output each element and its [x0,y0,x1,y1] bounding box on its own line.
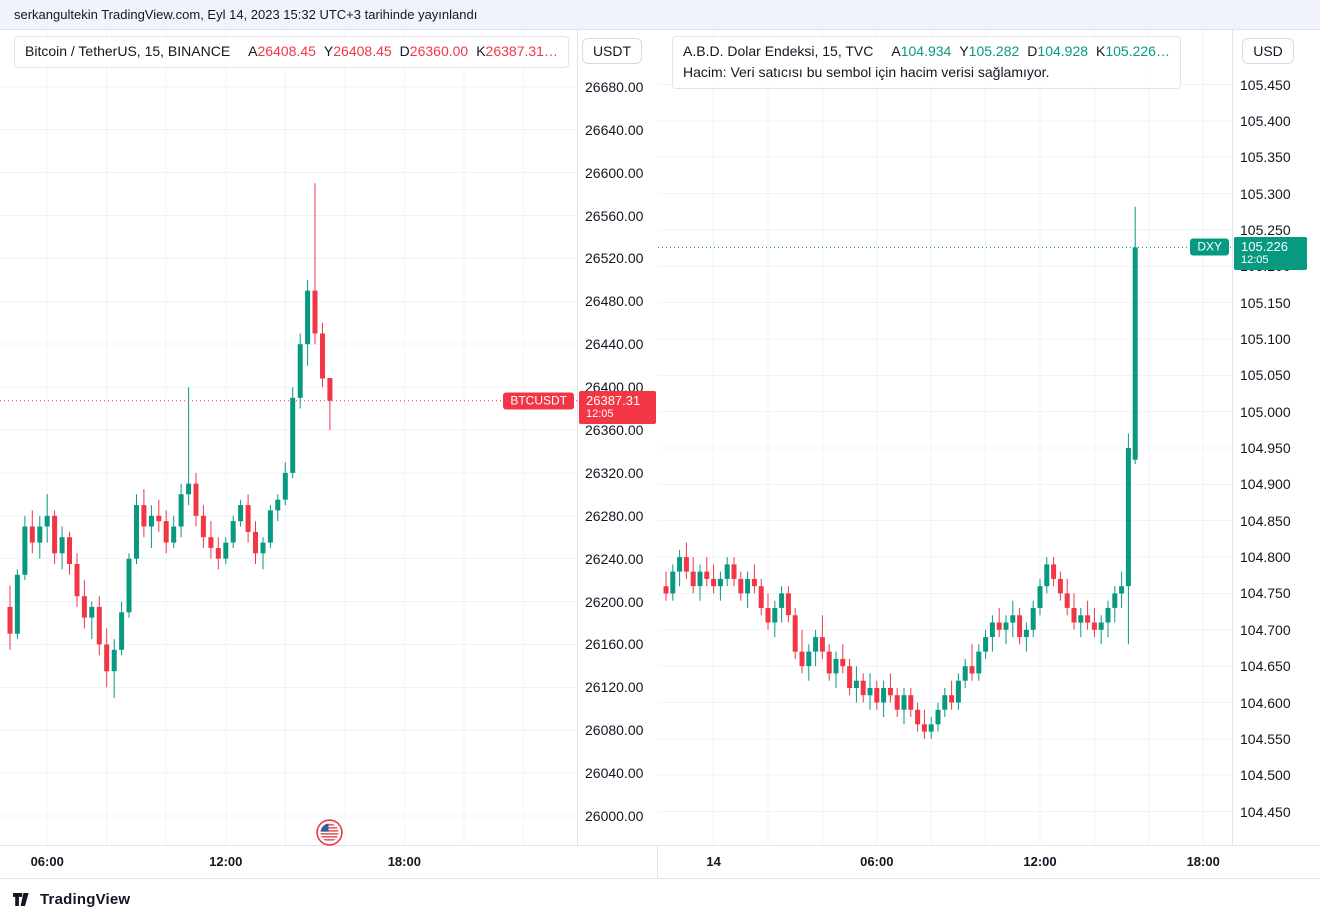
dxy-legend: A.B.D. Dolar Endeksi, 15, TVC A104.934 Y10… [672,36,1181,89]
dxy-plot-area[interactable]: A.B.D. Dolar Endeksi, 15, TVC A104.934 Y10… [658,30,1232,845]
y-axis-label: 105.300 [1240,185,1291,202]
low-value: 104.928 [1037,43,1089,59]
y-axis-label: 26520.00 [585,250,644,267]
y-axis-label: 26600.00 [585,164,644,181]
dxy-legend-row-main: A.B.D. Dolar Endeksi, 15, TVC A104.934 Y10… [683,42,1170,61]
open-value: 104.934 [900,43,952,59]
attribution-text: serkangultekin TradingView.com, Eyl 14, … [14,7,478,22]
y-axis-label: 105.450 [1240,76,1291,93]
y-axis-label: 105.350 [1240,149,1291,166]
y-axis-label: 26120.00 [585,679,644,696]
btcusdt-last-price-badge: 26387.31 12:05 [579,390,656,424]
dxy-last-price-badge: 105.226 12:05 [1234,237,1307,271]
close-value: 105.226… [1105,43,1170,59]
footer-bar: TradingView [0,878,1320,920]
dxy-chart-panel: A.B.D. Dolar Endeksi, 15, TVC A104.934 Y10… [658,30,1320,879]
tradingview-logo-icon [13,893,29,906]
y-axis-label: 26080.00 [585,722,644,739]
dxy-price-scale[interactable]: USD 105.226 12:05 105.450 105.400 105.350 1… [1232,30,1320,845]
low-label: D [399,43,410,59]
y-axis-label: 26360.00 [585,421,644,438]
last-price-time: 12:05 [586,407,614,420]
tradingview-logo-text: TradingView [40,891,131,908]
y-axis-label: 104.750 [1240,585,1291,602]
dxy-candlestick-canvas [658,30,1232,845]
y-axis-label: 104.550 [1240,730,1291,747]
btcusdt-price-scale[interactable]: USDT 26387.31 12:05 26680.00 26640.00 2660… [577,30,658,845]
btcusdt-legend: Bitcoin / TetherUS, 15, BINANCE A26408.45… [14,36,569,68]
y-axis-label: 26440.00 [585,336,644,353]
charts-area: Bitcoin / TetherUS, 15, BINANCE A26408.45… [0,30,1320,879]
btcusdt-time-axis[interactable]: 06:00 12:00 18:00 [0,845,657,879]
y-axis-label: 105.150 [1240,294,1291,311]
y-axis-label: 26160.00 [585,636,644,653]
btcusdt-plot-area[interactable]: Bitcoin / TetherUS, 15, BINANCE A26408.45… [0,30,577,846]
y-axis-label: 104.700 [1240,621,1291,638]
dxy-currency-button[interactable]: USD [1242,38,1294,64]
x-axis-label: 12:00 [209,854,243,869]
close-value: 26387.31… [485,43,558,59]
y-axis-label: 104.450 [1240,803,1291,820]
x-axis-label: 14 [706,854,721,869]
last-price-time: 12:05 [1241,254,1269,267]
y-axis-label: 26480.00 [585,293,644,310]
last-price: 26387.31 [586,392,641,408]
open-label: A [248,43,258,59]
y-axis-label: 105.050 [1240,367,1291,384]
last-price: 105.226 [1241,239,1288,255]
y-axis-label: 26640.00 [585,121,644,138]
high-label: Y [323,43,334,59]
x-axis-label: 18:00 [387,854,421,869]
x-axis-label: 12:00 [1023,854,1057,869]
y-axis-label: 26240.00 [585,550,644,567]
dxy-time-axis[interactable]: 14 06:00 12:00 18:00 [658,845,1320,879]
btcusdt-symbol-title[interactable]: Bitcoin / TetherUS, 15, BINANCE [25,43,231,59]
close-label: K [476,43,486,59]
btcusdt-price-line-tag: BTCUSDT [503,392,574,410]
high-value: 26408.45 [333,43,392,59]
y-axis-label: 26560.00 [585,207,644,224]
y-axis-label: 105.100 [1240,330,1291,347]
btcusdt-currency-button[interactable]: USDT [582,38,642,64]
y-axis-label: 26280.00 [585,507,644,524]
y-axis-label: 26200.00 [585,593,644,610]
high-value: 105.282 [968,43,1020,59]
y-axis-label: 104.800 [1240,549,1291,566]
y-axis-label: 26040.00 [585,765,644,782]
x-axis-label: 06:00 [860,854,894,869]
dxy-price-line-tag: DXY [1190,238,1229,256]
y-axis-label: 105.000 [1240,403,1291,420]
open-value: 26408.45 [257,43,316,59]
btcusdt-chart-panel: Bitcoin / TetherUS, 15, BINANCE A26408.45… [0,30,658,879]
y-axis-label: 104.650 [1240,658,1291,675]
y-axis-label: 104.850 [1240,512,1291,529]
low-label: D [1027,43,1038,59]
y-axis-label: 104.900 [1240,476,1291,493]
low-value: 26360.00 [409,43,469,59]
dxy-volume-notice: Hacim: Veri satıcısı bu sembol için haci… [683,64,1050,80]
close-label: K [1096,43,1106,59]
y-axis-label: 104.950 [1240,440,1291,457]
high-label: Y [959,43,969,59]
us-flag-event-icon[interactable] [316,819,343,846]
tradingview-logo[interactable]: TradingView [13,891,130,908]
y-axis-label: 105.400 [1240,112,1291,129]
y-axis-label: 26000.00 [585,808,644,825]
attribution-bar: serkangultekin TradingView.com, Eyl 14, … [0,0,1320,30]
y-axis-label: 104.500 [1240,767,1291,784]
x-axis-label: 18:00 [1186,854,1220,869]
y-axis-label: 26680.00 [585,78,644,95]
btcusdt-candlestick-canvas [0,30,577,845]
x-axis-label: 06:00 [30,854,64,869]
y-axis-label: 105.250 [1240,221,1291,238]
y-axis-label: 104.600 [1240,694,1291,711]
y-axis-label: 26320.00 [585,464,644,481]
open-label: A [891,43,901,59]
dxy-symbol-title[interactable]: A.B.D. Dolar Endeksi, 15, TVC [683,43,874,59]
